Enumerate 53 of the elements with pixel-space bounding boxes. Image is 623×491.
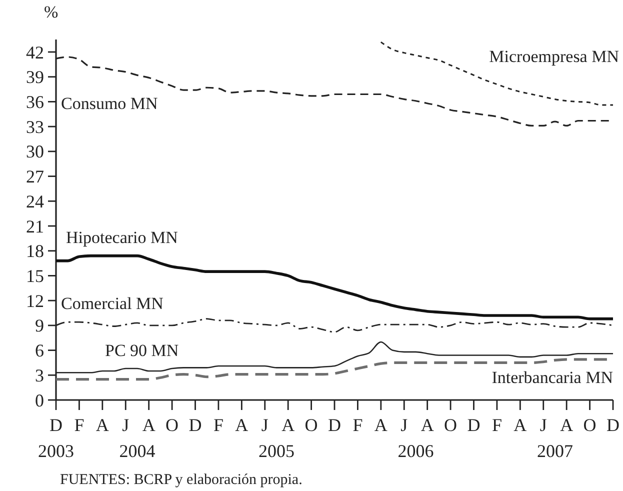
x-tick-label: J <box>122 415 130 435</box>
x-tick-label: 2007 <box>536 441 573 461</box>
y-tick-label: 9 <box>35 316 44 336</box>
y-axis-title: % <box>44 2 58 22</box>
x-tick-label: A <box>560 415 574 435</box>
x-tick-label: 2005 <box>258 441 294 461</box>
y-tick-label: 0 <box>35 390 44 410</box>
series-label: PC 90 MN <box>105 341 179 360</box>
y-tick-label: 33 <box>26 116 44 137</box>
y-tick-label: 36 <box>26 92 44 112</box>
y-tick-label: 39 <box>26 67 44 88</box>
y-tick-label: 15 <box>26 266 44 286</box>
y-tick-label: 18 <box>26 241 44 262</box>
y-tick-label: 24 <box>26 191 44 212</box>
y-tick-label: 21 <box>26 216 44 236</box>
x-tick-label: J <box>261 415 268 435</box>
x-tick-label: F <box>74 415 84 435</box>
x-tick-label: O <box>304 415 318 435</box>
series-label: Hipotecario MN <box>66 228 178 247</box>
x-tick-label: A <box>142 415 156 435</box>
x-tick-label: D <box>467 415 480 435</box>
x-tick-label: D 2003 <box>38 415 74 461</box>
y-tick-label: 12 <box>26 290 44 311</box>
source-note: FUENTES: BCRP y elaboración propia. <box>60 472 302 488</box>
x-tick-label: A <box>96 415 109 435</box>
y-tick-label: 30 <box>26 142 44 162</box>
series-label: Consumo MN <box>61 94 158 113</box>
line-series <box>54 254 614 320</box>
x-tick-label: 2006 <box>398 441 434 461</box>
x-tick-label: O <box>444 415 458 435</box>
series-label: Microempresa MN <box>489 47 619 66</box>
y-tick-label: 27 <box>26 166 44 187</box>
y-tick-label: 6 <box>35 340 44 361</box>
x-tick-label: A <box>420 415 434 435</box>
y-tick-label: 42 <box>26 42 44 62</box>
x-tick-label: F <box>492 415 502 435</box>
x-tick-label: A <box>235 415 248 435</box>
x-tick-label: D <box>188 415 202 435</box>
x-tick-label: O <box>583 415 596 435</box>
x-tick-label: J <box>540 415 547 435</box>
x-tick-label: D <box>606 415 620 435</box>
x-tick-label: A <box>374 415 388 435</box>
x-tick-label: F <box>213 415 224 435</box>
x-tick-label: A <box>282 415 295 435</box>
y-tick-label: 3 <box>35 365 44 386</box>
x-tick-label: D <box>328 415 341 435</box>
x-tick-label: O <box>166 415 179 435</box>
series-label: Comercial MN <box>61 294 164 313</box>
series-label: Interbancaria MN <box>492 368 613 387</box>
x-tick-label: A <box>514 415 527 435</box>
x-tick-label: F <box>352 415 363 435</box>
x-tick-label: J <box>400 415 408 435</box>
x-tick-label: 2004 <box>119 441 156 461</box>
